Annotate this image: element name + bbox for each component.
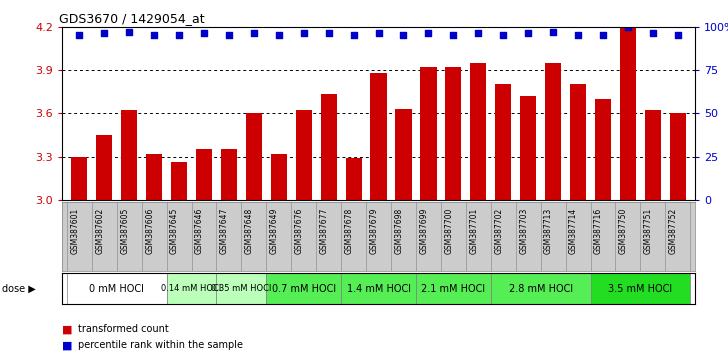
Text: dose ▶: dose ▶ [2,284,36,293]
Point [647,31,659,36]
Point [423,31,435,36]
Bar [196,149,212,200]
Text: GSM387648: GSM387648 [245,207,254,253]
Bar [96,135,112,200]
Bar [221,149,237,200]
Text: GSM387647: GSM387647 [220,207,229,254]
Bar [416,273,491,304]
Bar [146,154,162,200]
Bar [491,273,590,304]
Text: 2.1 mM HOCl: 2.1 mM HOCl [422,284,486,293]
Bar [570,84,586,200]
Point [149,32,160,38]
Text: GSM387703: GSM387703 [519,207,529,254]
Bar [246,113,262,200]
Bar [420,67,437,200]
Text: GSM387649: GSM387649 [270,207,279,254]
Bar [266,273,341,304]
Point [273,32,285,38]
Bar [296,110,312,200]
Text: ■: ■ [62,324,76,334]
Point [448,32,459,38]
Text: GSM387713: GSM387713 [544,207,553,253]
Point [397,32,409,38]
Text: GSM387676: GSM387676 [295,207,304,254]
Bar [620,28,636,200]
Text: GDS3670 / 1429054_at: GDS3670 / 1429054_at [59,12,205,25]
Bar [341,273,416,304]
Point [597,32,609,38]
Point [323,31,334,36]
Bar [520,96,537,200]
Bar [470,63,486,200]
Point [248,31,260,36]
Point [198,31,210,36]
Point [123,29,135,35]
Text: 0 mM HOCl: 0 mM HOCl [90,284,144,293]
Point [223,32,234,38]
Text: 1.4 mM HOCl: 1.4 mM HOCl [347,284,411,293]
Bar [545,63,561,200]
Point [98,31,110,36]
Point [547,29,559,35]
Text: GSM387679: GSM387679 [370,207,379,254]
Text: GSM387750: GSM387750 [619,207,628,254]
Text: GSM387714: GSM387714 [569,207,578,253]
Text: ■: ■ [62,340,76,350]
Point [373,31,384,36]
Bar [670,113,686,200]
Point [298,31,309,36]
Text: GSM387751: GSM387751 [644,207,653,253]
Bar [71,157,87,200]
Bar [590,273,690,304]
Bar [67,273,167,304]
Text: GSM387605: GSM387605 [120,207,129,254]
Text: 0.35 mM HOCl: 0.35 mM HOCl [211,284,272,293]
Point [74,32,85,38]
Text: GSM387677: GSM387677 [320,207,328,254]
Bar [371,73,387,200]
Point [173,32,185,38]
Text: 3.5 mM HOCl: 3.5 mM HOCl [609,284,673,293]
Text: GSM387752: GSM387752 [669,207,678,253]
Text: GSM387678: GSM387678 [344,207,354,253]
Text: GSM387606: GSM387606 [145,207,154,254]
Bar [446,67,462,200]
Bar [645,110,661,200]
Point [672,32,684,38]
Text: GSM387698: GSM387698 [395,207,403,253]
Text: GSM387700: GSM387700 [444,207,454,254]
Text: GSM387716: GSM387716 [594,207,603,253]
Point [472,31,484,36]
Bar [271,154,287,200]
Point [523,31,534,36]
Text: GSM387646: GSM387646 [195,207,204,254]
Text: 2.8 mM HOCl: 2.8 mM HOCl [509,284,573,293]
Bar [595,99,611,200]
Bar [216,273,266,304]
Bar [395,109,411,200]
Bar [495,84,511,200]
Text: GSM387701: GSM387701 [470,207,478,253]
Text: percentile rank within the sample: percentile rank within the sample [78,340,243,350]
Bar [346,158,362,200]
Text: GSM387699: GSM387699 [419,207,429,254]
Text: 0.7 mM HOCl: 0.7 mM HOCl [272,284,336,293]
Text: transformed count: transformed count [78,324,169,334]
Text: GSM387645: GSM387645 [170,207,179,254]
Text: GSM387702: GSM387702 [494,207,503,253]
Text: GSM387601: GSM387601 [71,207,79,253]
Text: GSM387602: GSM387602 [95,207,104,253]
Bar [121,110,138,200]
Point [348,32,360,38]
Text: 0.14 mM HOCl: 0.14 mM HOCl [162,284,221,293]
Bar [167,273,216,304]
Point [572,32,584,38]
Point [497,32,509,38]
Point [622,24,634,29]
Bar [171,162,187,200]
Bar [320,95,337,200]
